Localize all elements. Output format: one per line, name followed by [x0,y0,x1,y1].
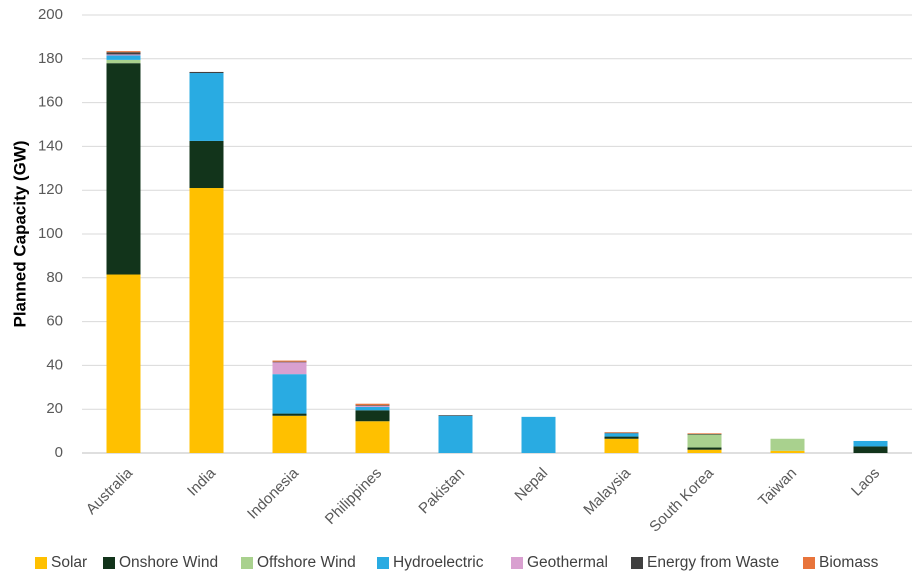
legend-item: Biomass [803,554,879,571]
x-category-label: Pakistan [415,465,468,518]
bar-segment-biomass [604,432,639,433]
legend-swatch [803,557,815,569]
x-category-label: Malaysia [580,464,634,518]
x-category-label: South Korea [646,464,717,535]
bar-segment-hydroelectric [272,374,307,414]
legend-swatch [241,557,253,569]
legend-label: Hydroelectric [393,554,484,571]
bar-segment-energy-from-waste [355,405,390,406]
bar-segment-onshore-wind [604,436,639,439]
bar-segment-geothermal [272,362,307,375]
bar-segment-energy-from-waste [604,432,639,434]
bar-segment-onshore-wind [355,410,390,422]
bar-segment-geothermal [106,54,141,56]
legend-label: Geothermal [527,554,608,571]
bar-segment-solar [355,421,390,453]
bar-segment-energy-from-waste [687,433,722,435]
bar-stack-malaysia [604,432,639,453]
y-tick-label: 0 [55,444,63,461]
bar-stack-australia [106,51,141,453]
bar-segment-hydroelectric [438,415,473,453]
legend-swatch [35,557,47,569]
legend-item: Hydroelectric [377,554,484,571]
legend-label: Solar [51,554,87,571]
bar-stack-philippines [355,403,390,453]
x-category-label: Australia [83,464,137,518]
legend-item: Energy from Waste [631,554,779,571]
legend-swatch [103,557,115,569]
bar-segment-onshore-wind [106,63,141,275]
bar-segment-solar [770,450,805,453]
y-tick-label: 80 [46,269,63,286]
x-axis-category-labels: Australia India Indonesia Philippines Pakist… [83,464,883,535]
legend: Solar Onshore Wind Offshore Wind Hydroelect… [35,554,879,571]
bar-stack-pakistan [438,415,473,453]
legend-swatch [631,557,643,569]
bar-segment-onshore-wind [687,447,722,450]
bar-segment-offshore-wind [687,434,722,448]
x-category-label: Laos [848,465,883,500]
bar-segment-biomass [687,433,722,434]
bar-segment-offshore-wind [106,59,141,64]
legend-swatch [377,557,389,569]
y-tick-label: 20 [46,400,63,417]
x-category-label: India [184,464,219,499]
bar-segment-hydroelectric [189,73,224,141]
legend-label: Biomass [819,554,879,571]
bar-segment-energy-from-waste [106,52,141,55]
bar-stack-south-korea [687,433,722,453]
x-category-label: Taiwan [755,465,800,510]
legend-label: Offshore Wind [257,554,356,571]
legend-item: Onshore Wind [103,554,218,571]
bar-segment-onshore-wind [189,140,224,189]
y-tick-label: 200 [38,6,63,23]
y-axis-ticks: 0 20 40 60 80 100 120 140 160 180 200 [38,6,63,461]
bar-stacks [106,51,888,453]
bar-segment-solar [189,188,224,453]
bar-segment-biomass [355,403,390,406]
legend-label: Onshore Wind [119,554,218,571]
x-category-label: Indonesia [244,464,302,522]
x-category-label: Nepal [511,465,551,505]
bar-segment-onshore-wind [853,446,888,453]
bar-segment-biomass [106,51,141,53]
bar-segment-onshore-wind [272,413,307,416]
bar-segment-biomass [272,360,307,362]
bar-segment-hydroelectric [521,416,556,453]
y-tick-label: 140 [38,137,63,154]
x-category-label: Philippines [322,465,385,528]
bar-segment-solar [106,274,141,453]
bar-segment-solar [272,415,307,453]
bar-stack-india [189,71,224,453]
y-tick-label: 180 [38,50,63,67]
bar-segment-geothermal [355,405,390,408]
y-tick-label: 160 [38,94,63,111]
bar-segment-offshore-wind [770,438,805,451]
y-tick-label: 40 [46,356,63,373]
bar-segment-hydroelectric [106,55,141,60]
bar-stack-indonesia [272,360,307,453]
bar-segment-hydroelectric [604,433,639,437]
bar-segment-hydroelectric [853,440,888,447]
bar-segment-energy-from-waste [189,71,224,74]
y-tick-label: 60 [46,313,63,330]
bar-stack-nepal [521,416,556,453]
legend-item: Solar [35,554,87,571]
legend-label: Energy from Waste [647,554,779,571]
y-axis-label: Planned Capacity (GW) [10,140,29,327]
y-tick-label: 120 [38,181,63,198]
y-tick-label: 100 [38,225,63,242]
legend-item: Geothermal [511,554,608,571]
bar-segment-solar [604,438,639,453]
bar-stack-laos [853,440,888,453]
bar-segment-hydroelectric [355,407,390,411]
bar-stack-taiwan [770,438,805,453]
legend-item: Offshore Wind [241,554,356,571]
legend-swatch [511,557,523,569]
bar-segment-energy-from-waste [272,361,307,363]
bar-segment-solar [687,449,722,453]
bar-segment-energy-from-waste [438,415,473,416]
